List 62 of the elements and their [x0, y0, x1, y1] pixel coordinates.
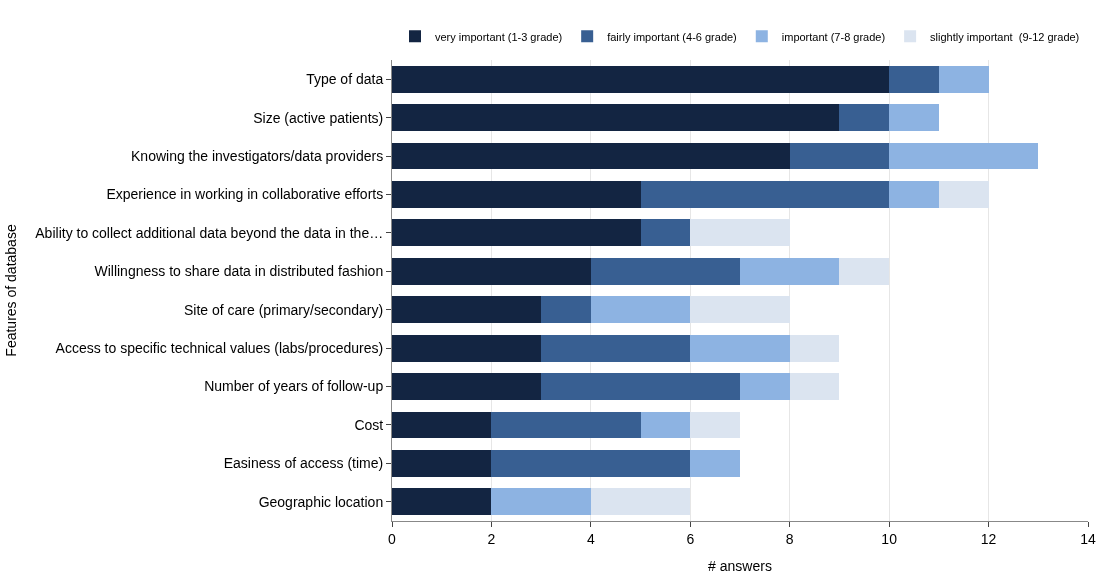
x-axis-title: # answers: [708, 558, 772, 575]
x-tick-label: 14: [1080, 530, 1096, 547]
y-tick-label: Ability to collect additional data beyond the data in the…: [35, 224, 384, 241]
legend-label: fairly important (4-6 grade): [607, 30, 737, 43]
x-tick-label: 4: [586, 530, 595, 547]
x-tick-label: 0: [388, 530, 397, 547]
bar: [392, 488, 492, 516]
bar: [392, 411, 492, 439]
bar: [392, 296, 542, 324]
y-tick-label: Cost: [354, 416, 384, 433]
legend-label: slightly important (9-12 grade): [930, 30, 1080, 43]
x-tick-label: 2: [487, 530, 496, 547]
bar: [491, 449, 691, 477]
y-tick-label: Willingness to share data in distributed fashion: [94, 263, 384, 280]
bar: [640, 411, 691, 439]
bar: [789, 334, 840, 362]
bar: [889, 65, 939, 93]
y-tick-label: Experience in working in collaborative efforts: [106, 186, 384, 203]
x-tick-label: 8: [785, 530, 794, 547]
bar: [889, 104, 939, 132]
bar: [392, 257, 591, 285]
bar: [690, 334, 790, 362]
bar: [789, 142, 890, 170]
legend-label: important (7-8 grade): [781, 30, 886, 43]
bar: [392, 449, 492, 477]
bar: [690, 449, 740, 477]
y-tick-label: Knowing the investigators/data providers: [131, 147, 384, 164]
bar: [541, 296, 591, 324]
y-tick-label: Access to specific technical values (labs/procedures): [55, 340, 384, 357]
y-tick-label: Easiness of access (time): [223, 455, 384, 472]
bar: [392, 373, 542, 400]
y-tick-label: Geographic location: [258, 493, 384, 510]
bar: [392, 104, 840, 132]
y-tick-label: Number of years of follow-up: [204, 378, 384, 395]
bar: [491, 488, 591, 516]
bar: [889, 142, 1039, 170]
bar: [392, 142, 790, 170]
bar: [541, 334, 691, 362]
bar: [392, 219, 641, 247]
bar: [541, 373, 740, 400]
bar: [889, 181, 939, 208]
y-axis-title: Features of database: [2, 224, 19, 357]
bar: [789, 373, 840, 400]
x-tick-label: 10: [881, 530, 898, 547]
bar: [392, 65, 890, 93]
bar: [491, 411, 641, 439]
bar: [590, 296, 691, 324]
x-tick-label: 12: [980, 530, 997, 547]
y-tick-label: Site of care (primary/secondary): [184, 301, 384, 318]
bar: [740, 373, 790, 400]
y-tick-label: Type of data: [306, 71, 384, 88]
y-tick-label: Size (active patients): [253, 109, 384, 126]
bar: [640, 219, 691, 247]
bar: [640, 181, 890, 208]
bar: [392, 181, 641, 208]
bar: [938, 65, 989, 93]
bar: [392, 334, 542, 362]
legend-label: very important (1-3 grade): [435, 30, 563, 43]
bar: [839, 104, 890, 132]
bar: [590, 257, 740, 285]
bar: [740, 257, 840, 285]
x-tick-label: 6: [686, 530, 695, 547]
